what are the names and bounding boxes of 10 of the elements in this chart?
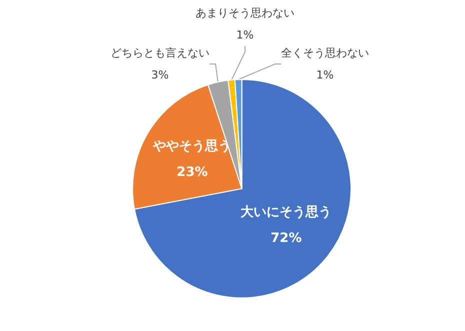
slice-label: どちらとも言えない	[110, 46, 210, 60]
slice-label: 全くそう思わない	[281, 46, 369, 60]
data-label: 23%	[176, 164, 208, 180]
data-label: 3%	[151, 68, 169, 82]
data-label: 72%	[270, 230, 302, 246]
data-label: 1%	[236, 28, 254, 42]
data-label: 1%	[316, 68, 334, 82]
slice-label: ややそう思う	[152, 138, 232, 154]
slice-label: あまりそう思わない	[196, 6, 294, 20]
slice-label: 大いにそう思う	[240, 204, 332, 220]
